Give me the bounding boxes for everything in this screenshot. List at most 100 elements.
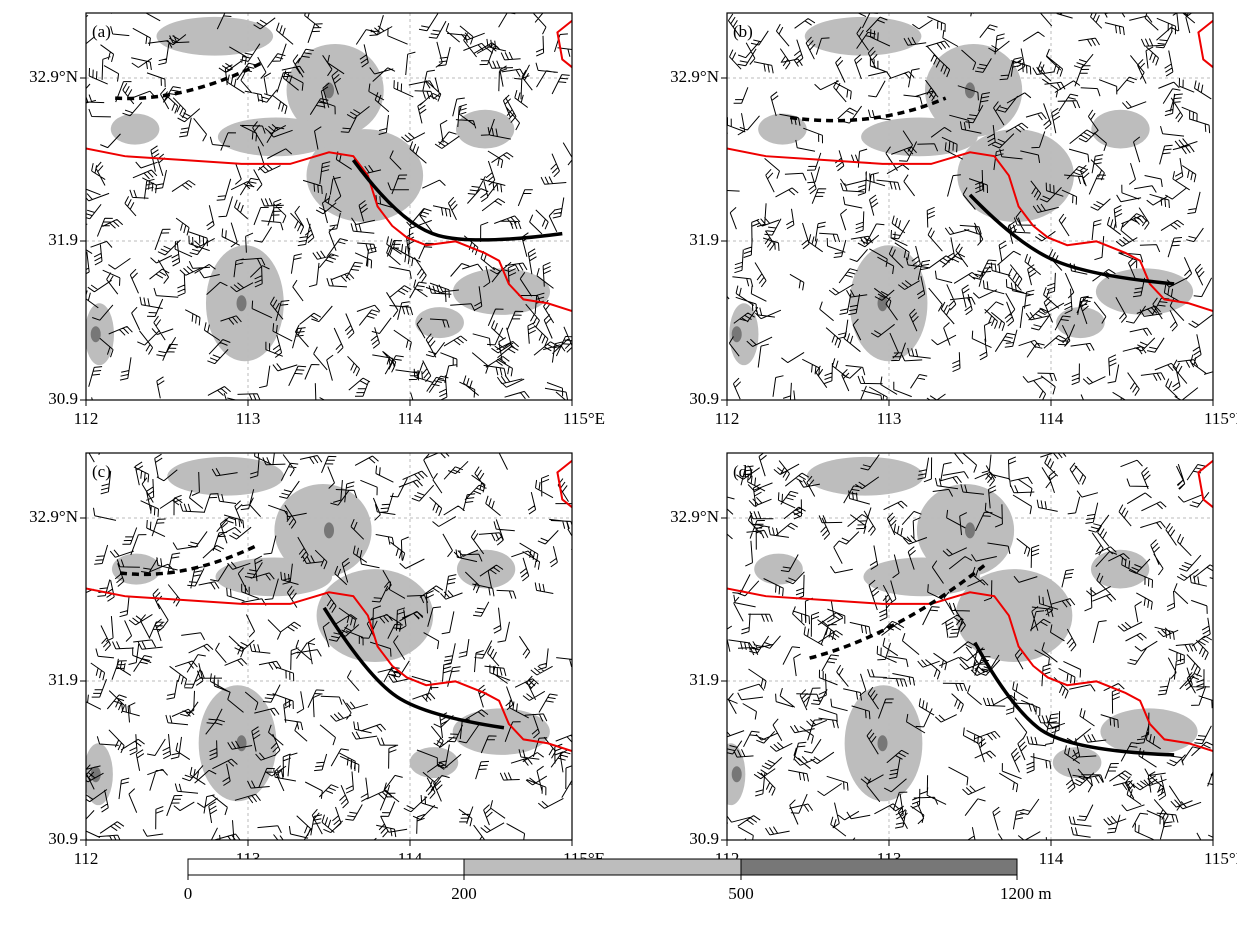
lat-label: 31.9 — [48, 230, 78, 249]
terrain-high — [965, 82, 975, 99]
panel-label: (a) — [92, 22, 111, 41]
terrain-shade — [455, 109, 515, 149]
lon-label: 115°E — [563, 409, 605, 428]
lon-label: 115°E — [1204, 409, 1237, 428]
lat-label: 30.9 — [48, 389, 78, 408]
province-border — [727, 587, 1213, 752]
province-border — [86, 147, 572, 312]
colorbar-label: 200 — [451, 884, 477, 903]
terrain-shade — [806, 456, 924, 496]
lon-label: 112 — [74, 409, 99, 428]
terrain-shade — [1095, 268, 1194, 315]
terrain-high — [324, 82, 334, 99]
front-line — [322, 606, 505, 730]
map-panel — [86, 13, 572, 400]
panel-frame — [726, 452, 1214, 841]
lat-label: 32.9°N — [29, 67, 78, 86]
terrain-shade — [754, 553, 803, 585]
terrain-shade — [729, 303, 759, 366]
lat-label: 30.9 — [48, 829, 78, 848]
panel-label: (c) — [92, 462, 111, 481]
terrain-shade — [957, 129, 1074, 222]
panel-frame — [726, 12, 1214, 401]
lat-label: 31.9 — [689, 670, 719, 689]
province-border — [86, 587, 572, 752]
colorbar-segment — [740, 858, 1018, 876]
convergence-line — [119, 544, 257, 577]
panel-frame — [85, 12, 573, 401]
panel-frame — [85, 452, 573, 841]
terrain-shade — [415, 307, 464, 339]
map-panel — [727, 453, 1213, 840]
terrain-shade — [758, 113, 807, 145]
convergence-line — [809, 563, 986, 660]
terrain-shade — [111, 553, 161, 585]
terrain-shade — [1090, 549, 1150, 589]
terrain-shade — [156, 16, 274, 56]
convergence-line — [789, 96, 947, 123]
terrain-shade — [167, 456, 284, 496]
terrain-shade — [409, 747, 459, 779]
terrain-high — [324, 522, 334, 539]
terrain-shade — [804, 16, 922, 56]
front-line — [351, 159, 563, 242]
map-panel — [727, 13, 1213, 400]
map-panel — [86, 453, 572, 840]
terrain-high — [90, 326, 101, 343]
province-border — [1197, 459, 1213, 508]
lon-label: 113 — [877, 409, 902, 428]
wind-barbs — [727, 453, 1213, 840]
panel-label: (b) — [733, 22, 753, 41]
terrain-high — [877, 735, 888, 752]
lat-label: 30.9 — [689, 829, 719, 848]
lon-label: 112 — [715, 409, 740, 428]
province-border — [1197, 19, 1213, 68]
lat-label: 31.9 — [689, 230, 719, 249]
province-border — [727, 147, 1213, 312]
lon-label: 112 — [74, 849, 99, 868]
colorbar-label: 1200 — [1000, 884, 1034, 903]
terrain-high — [731, 326, 742, 343]
terrain-high — [236, 735, 247, 752]
terrain-shade — [955, 569, 1073, 662]
lat-label: 32.9°N — [670, 507, 719, 526]
colorbar-label: 500 — [728, 884, 754, 903]
wind-barbs — [86, 453, 572, 840]
lat-label: 32.9°N — [670, 67, 719, 86]
terrain-shade — [456, 549, 516, 589]
colorbar-segment — [187, 858, 465, 876]
colorbar-segment — [463, 858, 742, 876]
convergence-line — [115, 61, 262, 101]
terrain-shade — [861, 117, 978, 157]
front-line — [973, 641, 1175, 757]
terrain-shade — [1056, 307, 1105, 339]
terrain-shade — [217, 117, 335, 157]
terrain-high — [965, 522, 975, 539]
terrain-shade — [863, 557, 981, 597]
wind-barbs — [86, 13, 572, 400]
terrain-shade — [1091, 109, 1150, 149]
lat-label: 32.9°N — [29, 507, 78, 526]
colorbar-unit: m — [1038, 884, 1051, 903]
terrain-shade — [452, 268, 551, 315]
province-border — [556, 459, 572, 508]
terrain-shade — [274, 483, 372, 577]
terrain-high — [236, 295, 247, 312]
front-line — [968, 193, 1175, 286]
panel-label: (d) — [733, 462, 753, 481]
colorbar-label: 0 — [184, 884, 193, 903]
lat-label: 30.9 — [689, 389, 719, 408]
terrain-high — [90, 766, 101, 783]
lat-label: 31.9 — [48, 670, 78, 689]
lon-label: 114 — [1039, 849, 1064, 868]
terrain-shade — [1052, 747, 1102, 779]
terrain-shade — [452, 708, 550, 755]
terrain-shade — [110, 113, 160, 145]
lon-label: 114 — [398, 409, 423, 428]
lon-label: 113 — [236, 409, 261, 428]
wind-barbs — [727, 13, 1213, 400]
terrain-high — [731, 766, 742, 783]
lon-label: 115°E — [1204, 849, 1237, 868]
province-border — [556, 19, 572, 68]
